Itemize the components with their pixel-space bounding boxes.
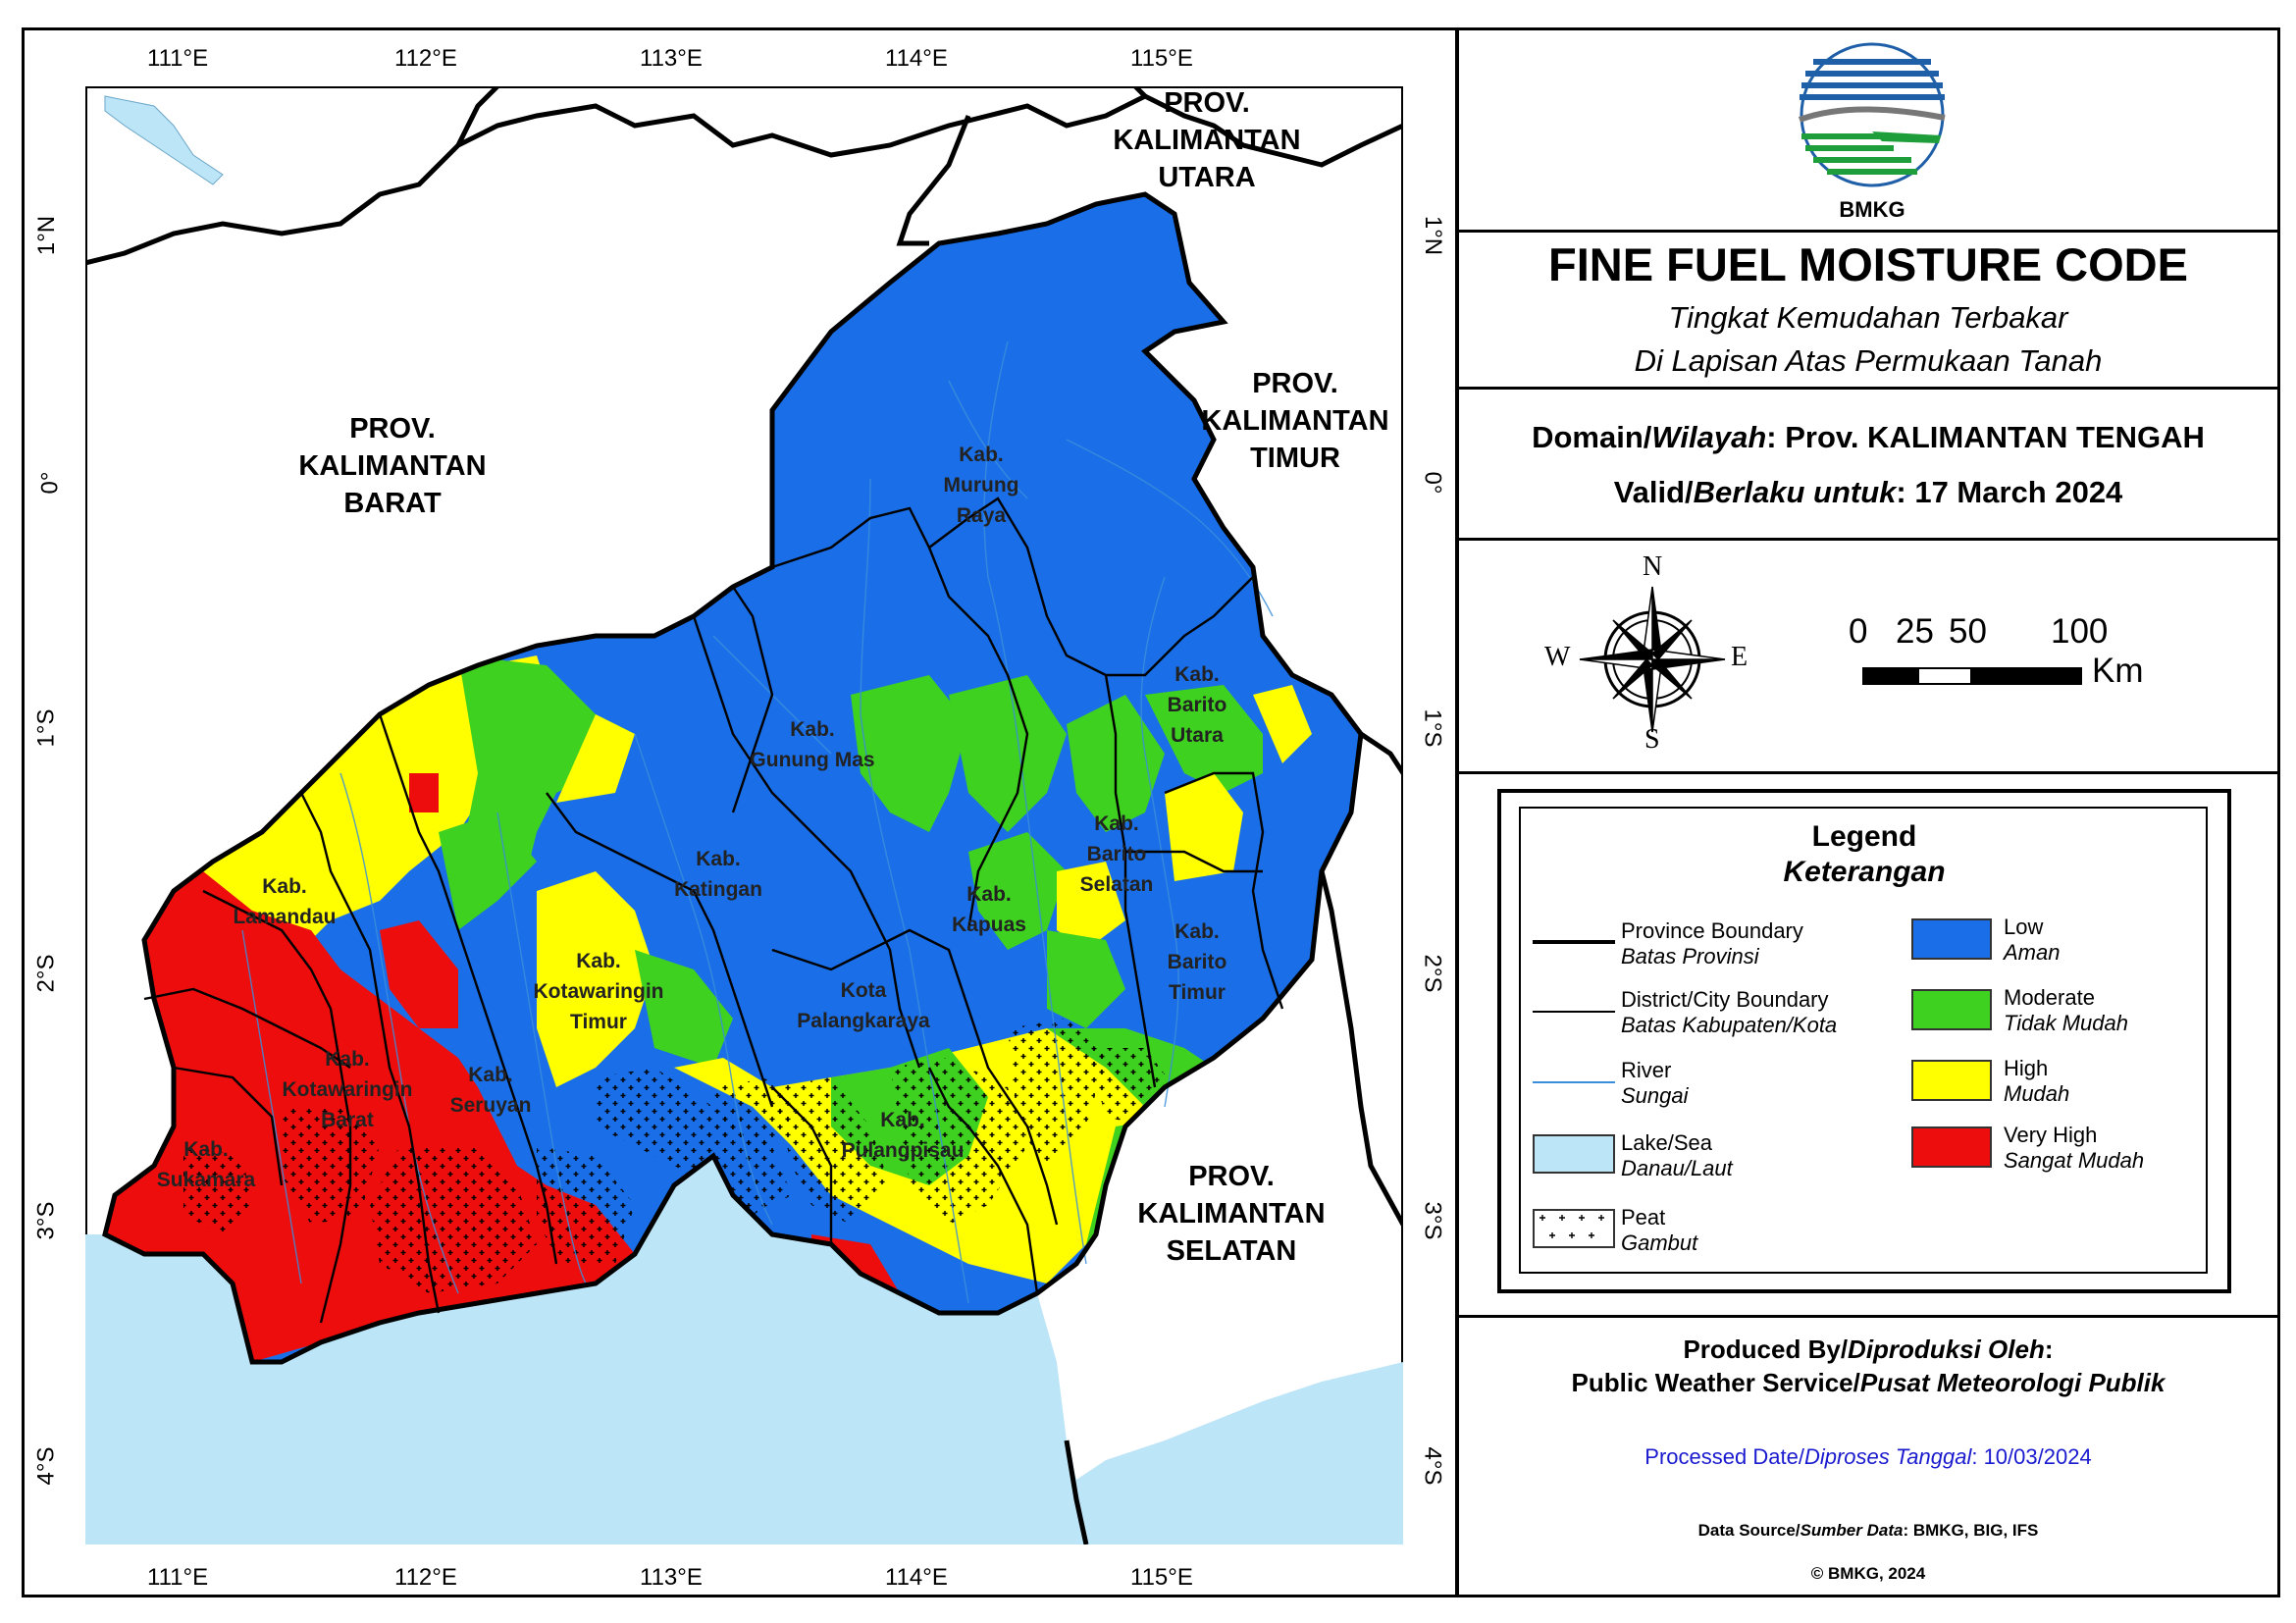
lon-label-top: 114°E — [885, 45, 948, 72]
lat-label-right: 2°S — [1419, 954, 1446, 993]
district-label: Kab. Kotawaringin Barat — [282, 1048, 413, 1131]
lon-label-bottom: 114°E — [885, 1564, 948, 1591]
district-label: Kab. Barito Selatan — [1079, 812, 1154, 896]
valid-date-line: Valid/Berlaku untuk: 17 March 2024 — [1613, 475, 2123, 509]
lat-label-left: 1°S — [32, 708, 60, 748]
compass-e: E — [1731, 642, 1748, 672]
legend-peat-swatch — [1533, 1209, 1615, 1248]
lat-label-left: 2°S — [32, 954, 60, 993]
divider — [1456, 387, 2280, 390]
legend-item: District/City Boundary Batas Kabupaten/Ko… — [1621, 987, 1838, 1037]
legend-class: Very High Sangat Mudah — [2004, 1123, 2145, 1173]
scale-tick-label: 0 — [1849, 612, 1868, 651]
legend-very-high-swatch — [1911, 1126, 1992, 1168]
district-label: Kab. Seruyan — [449, 1064, 532, 1117]
compass-s: S — [1644, 724, 1660, 755]
district-label: Kab. Lamandau — [233, 875, 337, 928]
lon-label-top: 112°E — [394, 45, 457, 72]
legend-low-swatch — [1911, 918, 1992, 960]
copyright: © BMKG, 2024 — [1810, 1564, 1926, 1583]
map-title: FINE FUEL MOISTURE CODE — [1548, 238, 2188, 290]
lat-label-left: 4°S — [32, 1446, 60, 1486]
lat-label-left: 3°S — [32, 1201, 60, 1240]
scale-tick-label: 50 — [1949, 612, 1987, 651]
legend-item: River Sungai — [1621, 1058, 1689, 1108]
data-source-line: Data Source/Sumber Data: BMKG, BIG, IFS — [1697, 1521, 2039, 1540]
district-label: Kab. Katingan — [674, 848, 762, 901]
producer-line: Public Weather Service/Pusat Meteorologi… — [1571, 1368, 2166, 1397]
legend-box: Legend Keterangan Province Boundary Batas… — [1497, 789, 2231, 1293]
legend-subtitle: Keterangan — [1783, 856, 1946, 888]
legend-lake-swatch — [1533, 1134, 1615, 1174]
info-panel — [1456, 27, 2280, 1597]
compass-w: W — [1544, 642, 1571, 672]
district-label: Kab. Gunung Mas — [750, 718, 875, 771]
map-subtitle-2: Di Lapisan Atas Permukaan Tanah — [1634, 343, 2103, 378]
district-label: Kab. Barito Timur — [1167, 920, 1227, 1004]
district-label: Kab. Murung Raya — [943, 444, 1019, 527]
lon-label-top: 111°E — [147, 45, 209, 72]
legend-district-boundary-symbol — [1533, 1011, 1615, 1013]
lon-label-top: 115°E — [1130, 45, 1193, 72]
divider — [1456, 1315, 2280, 1318]
north-arrow: N S W E — [1544, 551, 1760, 761]
legend-class: High Mudah — [2004, 1056, 2070, 1106]
lake — [104, 95, 224, 185]
district-label: Kota Palangkaraya — [797, 979, 930, 1032]
scale-bar: 0 25 50 100 Km — [1845, 612, 2198, 710]
district-label: Kab. Barito Utara — [1167, 663, 1227, 747]
district-label: Kab. Sukamara — [156, 1138, 256, 1191]
lon-label-bottom: 115°E — [1130, 1564, 1193, 1591]
legend-province-boundary-symbol — [1533, 940, 1615, 944]
scale-segment — [1862, 667, 1917, 685]
legend-title: Legend — [1811, 820, 1917, 853]
legend-moderate-swatch — [1911, 989, 1992, 1030]
lat-label-right: 4°S — [1419, 1446, 1446, 1486]
lon-label-bottom: 112°E — [394, 1564, 457, 1591]
province-label: PROV. KALIMANTAN TIMUR — [1201, 368, 1389, 474]
processed-date-line: Processed Date/Diproses Tanggal: 10/03/2… — [1644, 1444, 2092, 1469]
lon-label-top: 113°E — [640, 45, 703, 72]
district-label: Kab. Kapuas — [952, 883, 1026, 936]
sea — [85, 1156, 1403, 1544]
province-label: PROV. KALIMANTAN BARAT — [298, 413, 487, 519]
legend-item: Peat Gambut — [1621, 1205, 1698, 1255]
legend-class: Low Aman — [2004, 915, 2061, 965]
lat-label-right: 1°S — [1419, 708, 1446, 748]
legend-river-symbol — [1533, 1081, 1615, 1083]
domain-line: Domain/Wilayah: Prov. KALIMANTAN TENGAH — [1532, 420, 2205, 454]
logo-text: BMKG — [1839, 197, 1905, 222]
legend-item: Province Boundary Batas Provinsi — [1621, 918, 1803, 969]
scale-tick-label: 25 — [1896, 612, 1934, 651]
compass-n: N — [1643, 551, 1663, 582]
scale-tick-label: 100 — [2051, 612, 2109, 651]
lat-label-right: 3°S — [1419, 1201, 1446, 1240]
district-label: Kab. Kotawaringin Timur — [533, 950, 664, 1033]
lon-label-bottom: 113°E — [640, 1564, 703, 1591]
logo: BMKG — [1794, 41, 1951, 222]
divider — [1456, 230, 2280, 233]
scale-unit: Km — [2092, 652, 2144, 690]
lat-label-left: 1°N — [33, 215, 61, 256]
scale-segment — [1917, 667, 1972, 685]
divider — [1456, 771, 2280, 774]
bmkg-logo-icon — [1798, 42, 1946, 187]
district-label: Kab. Pulangpisau — [841, 1109, 965, 1162]
scale-segment — [1972, 667, 2082, 685]
legend-inner — [1519, 807, 2208, 1274]
fire-risk-map[interactable] — [85, 86, 1403, 1544]
map-subtitle-1: Tingkat Kemudahan Terbakar — [1668, 300, 2068, 335]
lon-label-bottom: 111°E — [147, 1564, 209, 1591]
legend-class: Moderate Tidak Mudah — [2004, 985, 2128, 1035]
province-label: PROV. KALIMANTAN SELATAN — [1137, 1161, 1326, 1267]
lat-label-left: 0° — [36, 471, 64, 495]
produced-by-line: Produced By/Diproduksi Oleh: — [1683, 1335, 2054, 1364]
compass-icon — [1579, 586, 1726, 733]
lat-label-right: 1°N — [1420, 215, 1447, 256]
legend-item: Lake/Sea Danau/Laut — [1621, 1130, 1733, 1180]
divider — [1456, 538, 2280, 541]
province-label: PROV. KALIMANTAN UTARA — [1113, 87, 1301, 193]
legend-high-swatch — [1911, 1060, 1992, 1101]
